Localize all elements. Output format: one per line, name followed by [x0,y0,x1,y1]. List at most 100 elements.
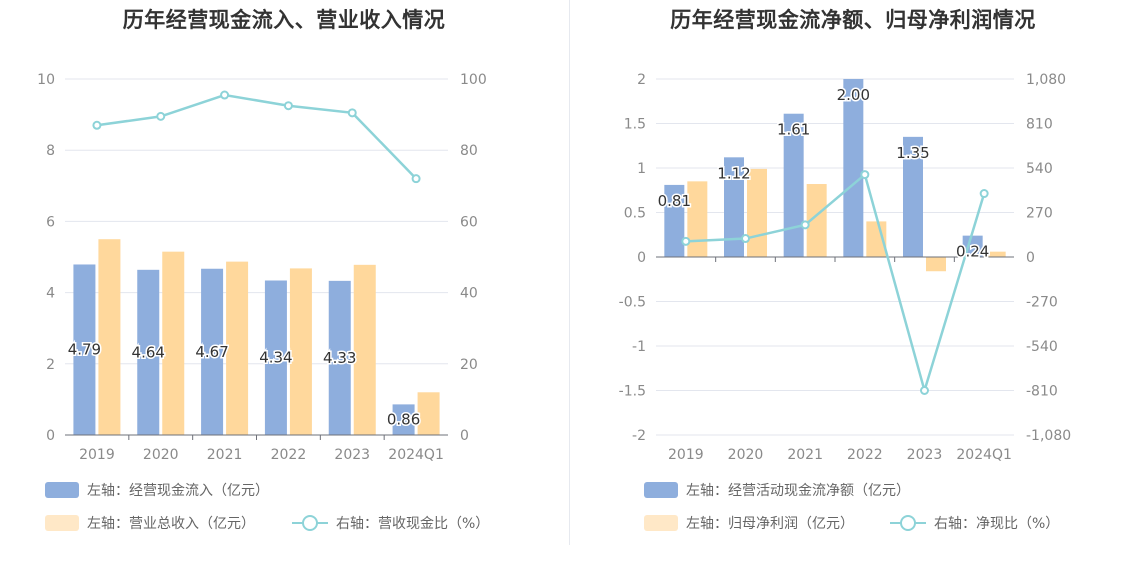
legend-item-bar1[interactable]: 左轴：经营活动现金流净额（亿元） [644,480,910,500]
y-left-tick-label: 8 [46,143,55,159]
bar-series1 [264,280,287,435]
bar-series2 [226,261,249,435]
x-tick-label: 2024Q1 [388,447,444,463]
legend-swatch-bar2 [644,515,678,531]
y-right-tick-label: 0 [460,428,469,444]
bar-data-label: 2.00 [837,86,870,104]
legend-label: 左轴：营业总收入（亿元） [87,516,255,532]
ratio-point [920,386,929,395]
legend-item-line[interactable]: 右轴：净现比（%） [890,513,1059,533]
chart-title: 历年经营现金流入、营业收入情况 [122,8,446,32]
legend-item-bar2[interactable]: 左轴：营业总收入（亿元） [45,513,255,533]
bar-series1 [201,268,224,435]
x-tick-label: 2019 [668,447,704,463]
ratio-point [283,101,293,111]
y-right-tick-label: 60 [460,214,478,230]
ratio-point [92,120,102,130]
x-tick-label: 2020 [728,447,764,463]
x-tick-label: 2021 [207,447,243,463]
y-left-tick-label: 1.5 [624,117,646,133]
right-chart-svg: -2 -1.5 -1 -0.5 0 0.5 1 1.5 2 -1,080 -810 -540 -270 0… [619,72,1071,463]
y-left-tick-label: 1 [637,161,646,177]
legend-swatch-bar1 [644,482,678,498]
ratio-point [411,174,421,184]
bar-series1 [783,113,804,258]
bar-series1 [73,264,96,435]
x-tick-label: 2019 [79,447,115,463]
y-right-tick-label: 0 [1026,250,1035,266]
panel-divider [569,0,570,545]
y-right-tick-label: 80 [460,143,478,159]
y-left-tick-label: -2 [632,428,646,444]
y-left-tick-label: 6 [46,214,55,230]
x-tick-label: 2021 [787,447,823,463]
bar-data-label: 1.12 [717,164,750,182]
y-left-tick-label: 2 [46,357,55,373]
ratio-point [156,111,166,121]
left-chart-panel: 历年经营现金流入、营业收入情况 0 2 4 6 8 10 0 20 40 60 80 100 2019 2… [37,8,489,533]
x-tick-label: 2022 [271,447,307,463]
right-chart-panel: 历年经营现金流净额、归母净利润情况 -2 -1.5 -1 -0.5 0 0.5 1 1.5 2-… [572,0,1134,582]
legend-label: 右轴：净现比（%） [934,516,1060,532]
bar-series2 [98,239,121,435]
bar-data-label: 1.61 [777,121,810,139]
bar-data-label: 4.64 [132,343,165,361]
legend-swatch-bar2 [45,515,79,531]
y-left-tick-label: 0.5 [624,206,646,222]
y-right-tick-label: 810 [1026,117,1053,133]
bar-series2 [162,251,185,435]
legend-item-line[interactable]: 右轴：营收现金比（%） [292,513,489,533]
legend-label: 右轴：营收现金比（%） [336,516,490,532]
ratio-point [800,220,810,230]
bar-series2 [985,251,1006,257]
y-left-tick-label: 4 [46,286,55,302]
y-left-tick-label: -1.5 [619,384,646,400]
bar-data-label: 4.67 [195,343,228,361]
bar-series1 [392,404,415,435]
legend-swatch-line-icon [890,515,926,531]
bar-series1 [903,136,923,257]
ratio-point [860,170,870,180]
bar-series1 [724,157,744,257]
y-right-tick-label: -810 [1026,384,1058,400]
bar-data-label: 0.81 [658,192,691,210]
x-tick-label: 2023 [907,447,943,463]
y-right-tick-label: 100 [460,72,487,88]
x-tick-label: 2020 [143,447,179,463]
ratio-point [979,189,989,199]
legend-item-bar2[interactable]: 左轴：归母净利润（亿元） [644,513,854,533]
legend-swatch-line-icon [292,515,328,531]
bar-series2 [806,184,827,257]
y-right-tick-label: -270 [1026,295,1058,311]
x-tick-label: 2023 [334,447,370,463]
bar-series1 [137,269,160,435]
y-left-tick-label: 10 [37,72,55,88]
ratio-point [681,236,691,246]
legend-swatch-bar1 [45,482,79,498]
y-left-tick-label: -1 [632,339,646,355]
legend-label: 左轴：经营活动现金流净额（亿元） [686,483,910,499]
bar-data-label: 4.79 [68,341,101,359]
y-right-tick-label: -1,080 [1026,428,1071,444]
bar-series1 [843,79,864,257]
bar-series1 [328,280,351,435]
y-left-tick-label: 0 [46,428,55,444]
x-tick-label: 2024Q1 [956,447,1012,463]
y-right-tick-label: -540 [1026,339,1058,355]
bar-series2 [289,268,312,435]
y-left-tick-label: -0.5 [619,295,646,311]
x-tick-label: 2022 [847,447,883,463]
y-right-tick-label: 270 [1026,206,1053,222]
ratio-point [741,234,750,244]
bar-data-label: 4.34 [259,349,292,367]
bar-data-label: 0.86 [387,411,420,429]
legend-label: 左轴：经营现金流入（亿元） [87,483,269,499]
bar-series2 [926,257,946,272]
bar-series2 [687,181,708,257]
y-right-tick-label: 540 [1026,161,1053,177]
y-right-tick-label: 40 [460,286,478,302]
y-right-tick-label: 20 [460,357,478,373]
bar-series1 [664,184,685,257]
chart-title: 历年经营现金流净额、归母净利润情况 [670,8,1036,32]
legend-item-bar1[interactable]: 左轴：经营现金流入（亿元） [45,480,269,500]
